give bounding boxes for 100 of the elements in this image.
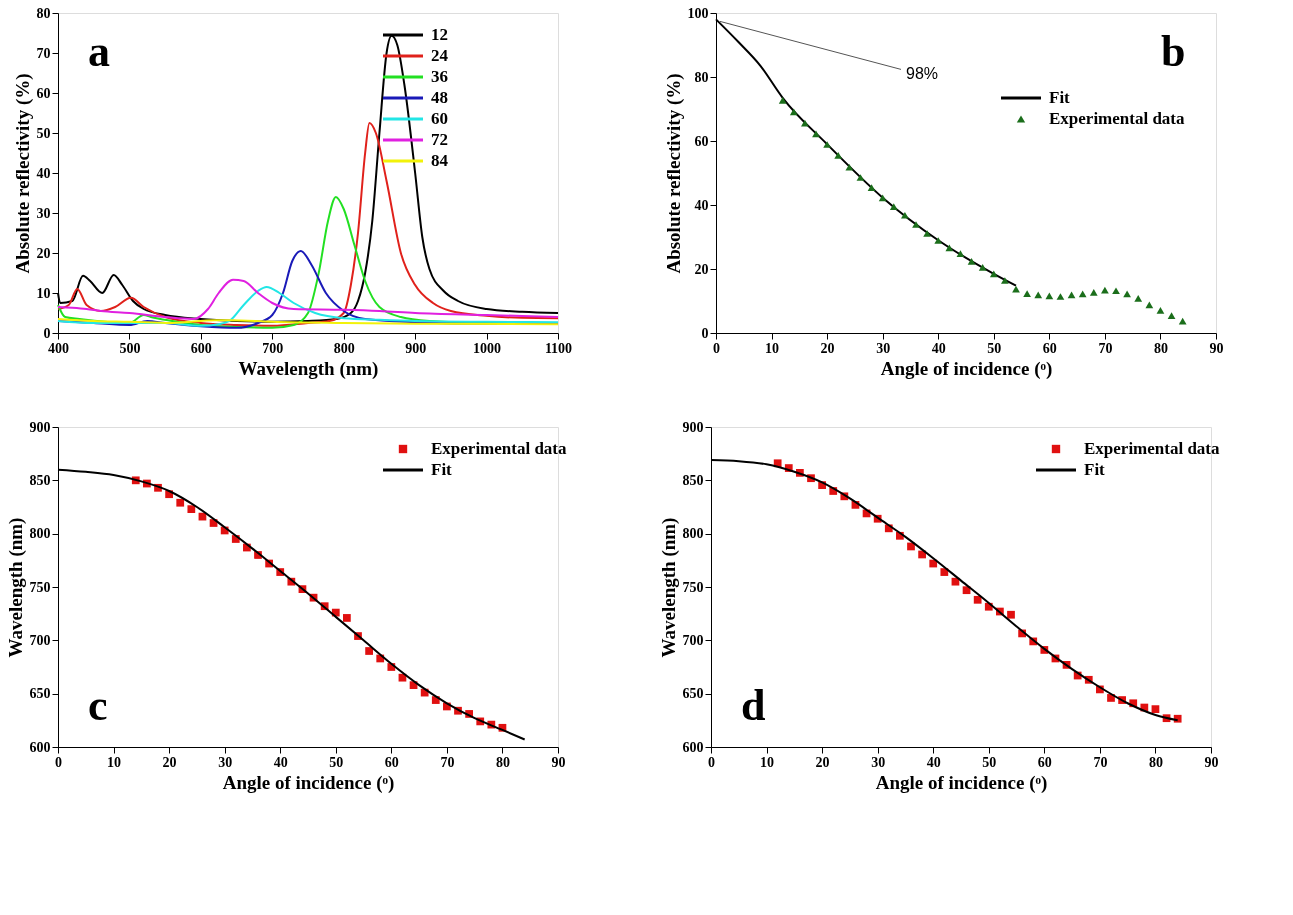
legend-label: Experimental data — [1084, 439, 1221, 458]
x-tick-label: 70 — [1093, 754, 1108, 770]
point — [343, 614, 351, 622]
point — [1067, 291, 1076, 299]
y-tick-label: 900 — [29, 419, 51, 435]
point — [967, 257, 976, 265]
y-tick-label: 10 — [36, 285, 51, 301]
y-tick-label: 20 — [36, 245, 51, 261]
y-tick-label: 60 — [694, 133, 709, 149]
x-tick-label: 700 — [262, 340, 284, 356]
y-tick-label: 850 — [682, 472, 704, 488]
point — [1007, 610, 1015, 619]
y-tick-label: 600 — [29, 739, 51, 755]
x-tick-label: 10 — [760, 754, 775, 770]
point — [978, 264, 987, 271]
x-tick-label: 50 — [982, 754, 997, 770]
legend-label: 72 — [431, 130, 448, 149]
x-tick-label: 0 — [55, 754, 62, 770]
point — [912, 221, 920, 228]
x-tick-label: 90 — [1209, 340, 1224, 356]
point — [945, 244, 954, 252]
x-tick-label: 800 — [333, 340, 355, 356]
x-tick-label: 70 — [440, 754, 455, 770]
legend-label: 12 — [431, 25, 448, 44]
x-tick-label: 20 — [162, 754, 177, 770]
point — [989, 270, 998, 278]
y-tick-label: 750 — [29, 579, 51, 595]
point — [823, 141, 831, 148]
y-tick-label: 80 — [694, 69, 709, 85]
y-axis-title: Wavelength (nm) — [657, 517, 680, 658]
y-tick-label: 600 — [682, 739, 704, 755]
point — [1167, 312, 1176, 320]
point — [812, 130, 820, 138]
x-tick-label: 1000 — [473, 340, 502, 356]
legend-label: Fit — [431, 460, 453, 479]
legend-label: Experimental data — [431, 439, 568, 458]
legend-label: Fit — [1049, 88, 1071, 107]
x-axis-title: Wavelength (nm) — [238, 357, 379, 380]
x-tick-label: 60 — [384, 754, 399, 770]
line-series — [57, 122, 559, 327]
x-tick-label: 600 — [190, 340, 212, 356]
y-tick-label: 40 — [36, 165, 51, 181]
y-tick-label: 0 — [701, 325, 709, 341]
point — [856, 174, 865, 181]
x-tick-label: 30 — [876, 340, 891, 356]
x-tick-label: 40 — [931, 340, 946, 356]
y-tick-label: 700 — [682, 632, 704, 648]
y-tick-label: 60 — [36, 85, 51, 101]
annotation: d — [741, 681, 766, 730]
annotation: 98% — [906, 65, 939, 83]
point — [923, 230, 931, 237]
x-tick-label: 60 — [1042, 340, 1057, 356]
y-tick-label: 800 — [29, 526, 51, 542]
point — [1156, 306, 1165, 314]
point — [934, 237, 943, 244]
point — [845, 163, 854, 171]
line-series — [57, 278, 559, 320]
point — [365, 647, 373, 655]
y-tick-label: 50 — [36, 125, 51, 141]
point — [834, 152, 843, 159]
legend-label: 36 — [431, 67, 448, 86]
annotation: c — [88, 681, 108, 730]
y-tick-label: 700 — [29, 632, 51, 648]
y-tick-label: 30 — [36, 205, 51, 221]
x-tick-label: 40 — [926, 754, 941, 770]
legend-label: Experimental data — [1049, 109, 1186, 128]
point — [1112, 287, 1120, 295]
x-tick-label: 80 — [1153, 340, 1168, 356]
y-tick-label: 20 — [694, 261, 709, 277]
y-tick-label: 40 — [694, 197, 709, 213]
annotation: a — [88, 27, 110, 76]
x-tick-label: 500 — [119, 340, 141, 356]
y-tick-label: 900 — [682, 419, 704, 435]
y-tick-label: 650 — [29, 686, 51, 702]
legend-label: 84 — [431, 151, 449, 170]
x-tick-label: 20 — [820, 340, 835, 356]
legend-label: Fit — [1084, 460, 1106, 479]
y-tick-label: 0 — [43, 325, 51, 341]
point — [973, 595, 982, 604]
x-tick-label: 90 — [1204, 754, 1219, 770]
y-tick-label: 750 — [682, 579, 704, 595]
legend-label: 48 — [431, 88, 448, 107]
x-axis-title: Angle of incidence (ᵒ) — [880, 357, 1053, 380]
point — [1012, 285, 1020, 293]
x-tick-label: 30 — [871, 754, 886, 770]
point — [778, 97, 787, 104]
y-tick-label: 850 — [29, 472, 51, 488]
x-tick-label: 40 — [273, 754, 288, 770]
legend-label: 24 — [431, 46, 449, 65]
point — [1151, 705, 1160, 714]
y-tick-label: 650 — [682, 686, 704, 702]
point — [1145, 301, 1154, 309]
point — [1056, 293, 1065, 300]
point — [956, 250, 965, 257]
y-axis-title: Absolute reflectivity (%) — [11, 73, 34, 274]
point — [901, 211, 909, 219]
point — [1134, 295, 1143, 302]
x-tick-label: 10 — [107, 754, 122, 770]
x-tick-label: 70 — [1098, 340, 1113, 356]
y-axis-title: Wavelength (nm) — [4, 517, 27, 658]
